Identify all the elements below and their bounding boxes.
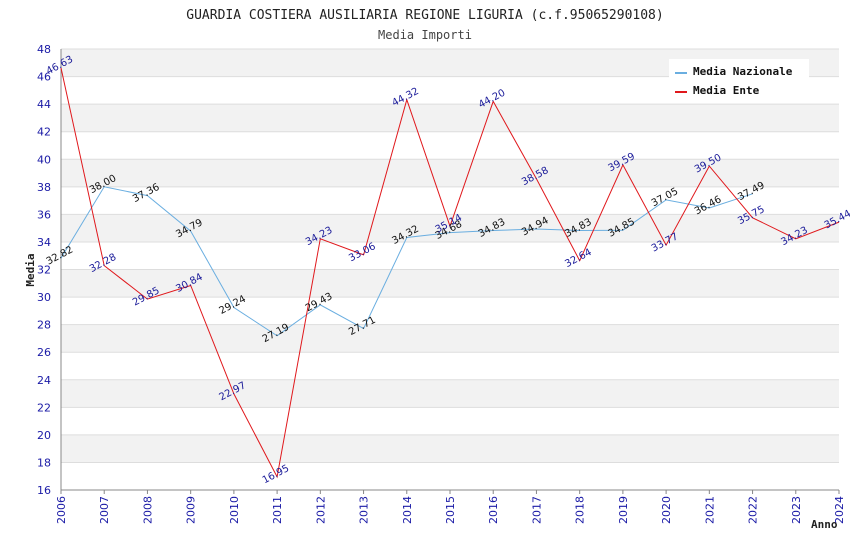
- grid-band: [61, 434, 839, 463]
- legend-label-ente: Media Ente: [693, 84, 760, 97]
- y-tick-label: 40: [37, 153, 51, 166]
- y-tick-label: 48: [37, 43, 51, 56]
- y-tick-label: 22: [37, 401, 51, 414]
- grid-band: [61, 324, 839, 353]
- x-tick-label: 2023: [790, 496, 803, 524]
- x-tick-label: 2007: [98, 496, 111, 524]
- x-tick-label: 2018: [574, 496, 587, 524]
- y-tick-label: 34: [37, 236, 51, 249]
- x-tick-label: 2016: [487, 496, 500, 524]
- y-tick-label: 36: [37, 208, 51, 221]
- legend-label-nazionale: Media Nazionale: [693, 65, 793, 78]
- legend-box: [669, 59, 809, 101]
- y-tick-label: 46: [37, 71, 51, 84]
- y-tick-label: 16: [37, 484, 51, 497]
- grid-band: [61, 241, 839, 270]
- series-line-media-nazionale: [60, 186, 753, 337]
- plot-background: [61, 49, 839, 490]
- y-tick-label: 32: [37, 264, 51, 277]
- x-tick-label: 2006: [55, 496, 68, 524]
- grid-band: [61, 104, 839, 132]
- x-axis-label: Anno: [811, 518, 838, 531]
- x-axis-ticks: 2006 2007 2008 2009 2010 2011 2012 2013 2014 2015…: [55, 490, 846, 524]
- legend: Media Nazionale Media Ente: [669, 59, 809, 101]
- x-tick-label: 2020: [660, 496, 673, 524]
- gridlines: [60, 48, 839, 491]
- series-line-media-ente: [60, 67, 840, 479]
- x-tick-label: 2011: [271, 496, 284, 524]
- x-tick-label: 2010: [228, 496, 241, 524]
- y-tick-label: 28: [37, 319, 51, 332]
- x-tick-label: 2017: [530, 496, 543, 524]
- x-tick-label: 2015: [444, 496, 457, 524]
- x-tick-label: 2012: [314, 496, 327, 524]
- y-tick-label: 18: [37, 456, 51, 469]
- x-tick-label: 2019: [617, 496, 630, 524]
- grid-band: [61, 131, 839, 160]
- chart-subtitle: Media Importi: [378, 28, 472, 42]
- x-tick-label: 2024: [833, 496, 846, 524]
- grid-band: [61, 462, 839, 490]
- y-tick-label: 26: [37, 346, 51, 359]
- grid-band: [61, 297, 839, 325]
- y-axis-ticks: 16 18 20 22 24 26 28 30 32 34 36 38 40 42 44 46 48: [37, 43, 51, 497]
- y-tick-label: 24: [37, 374, 51, 387]
- chart-title: GUARDIA COSTIERA AUSILIARIA REGIONE LIGU…: [186, 8, 663, 23]
- y-tick-label: 44: [37, 98, 51, 111]
- y-tick-label: 38: [37, 181, 51, 194]
- x-tick-label: 2013: [358, 496, 371, 524]
- grid-band: [61, 269, 839, 298]
- x-tick-label: 2022: [747, 496, 760, 524]
- x-tick-label: 2009: [185, 496, 198, 524]
- x-tick-label: 2014: [401, 496, 414, 524]
- grid-band: [61, 159, 839, 187]
- y-tick-label: 42: [37, 126, 51, 139]
- grid-band: [61, 214, 839, 242]
- grid-band: [61, 352, 839, 380]
- series-lines: [60, 67, 840, 479]
- y-axis-label: Media: [24, 253, 37, 286]
- x-tick-label: 2008: [141, 496, 154, 524]
- grid-band: [61, 379, 839, 408]
- grid-band: [61, 407, 839, 435]
- y-tick-label: 30: [37, 291, 51, 304]
- y-tick-label: 20: [37, 429, 51, 442]
- grid-band: [61, 186, 839, 215]
- x-tick-label: 2021: [703, 496, 716, 524]
